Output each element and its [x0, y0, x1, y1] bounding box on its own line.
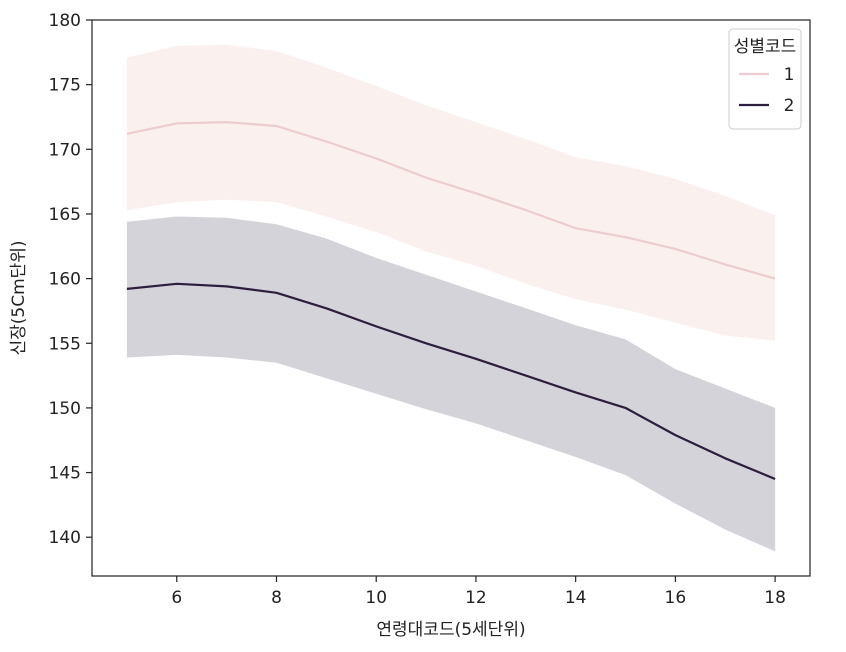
x-tick-label: 6 [171, 588, 182, 608]
x-tick-label: 12 [465, 588, 487, 608]
y-tick-label: 175 [49, 76, 81, 96]
plot-frame [91, 19, 811, 577]
x-tick-label: 10 [365, 588, 387, 608]
series-line-1 [126, 120, 776, 280]
y-tick-label: 145 [49, 464, 81, 484]
y-tick-label: 170 [49, 140, 81, 160]
confidence-band-1 [126, 44, 776, 341]
y-tick-label: 160 [49, 270, 81, 290]
legend: 성별코드 12 [728, 28, 802, 130]
legend-title: 성별코드 [734, 37, 797, 57]
y-tick-label: 180 [49, 11, 81, 31]
y-axis-label: 신장(5Cm단위) [9, 240, 29, 355]
y-tick-label: 140 [49, 528, 81, 548]
legend-label-2: 2 [784, 96, 795, 116]
x-tick-label: 14 [565, 588, 587, 608]
y-axis-ticks: 140 145 150 155 160 165 170 175 180 [49, 11, 92, 548]
x-axis-ticks: 6 8 10 12 14 16 18 [171, 576, 786, 608]
legend-label-1: 1 [784, 65, 795, 85]
confidence-band-2 [126, 216, 776, 552]
legend-items: 12 [739, 65, 794, 116]
y-tick-label: 165 [49, 205, 81, 225]
x-tick-label: 16 [665, 588, 687, 608]
confidence-bands [126, 44, 776, 552]
x-tick-label: 8 [271, 588, 282, 608]
series-line-2 [126, 282, 776, 481]
y-tick-label: 150 [49, 399, 81, 419]
series-lines [126, 120, 776, 481]
y-tick-label: 155 [49, 334, 81, 354]
x-tick-label: 18 [764, 588, 786, 608]
x-axis-label: 연령대코드(5세단위) [376, 620, 525, 640]
